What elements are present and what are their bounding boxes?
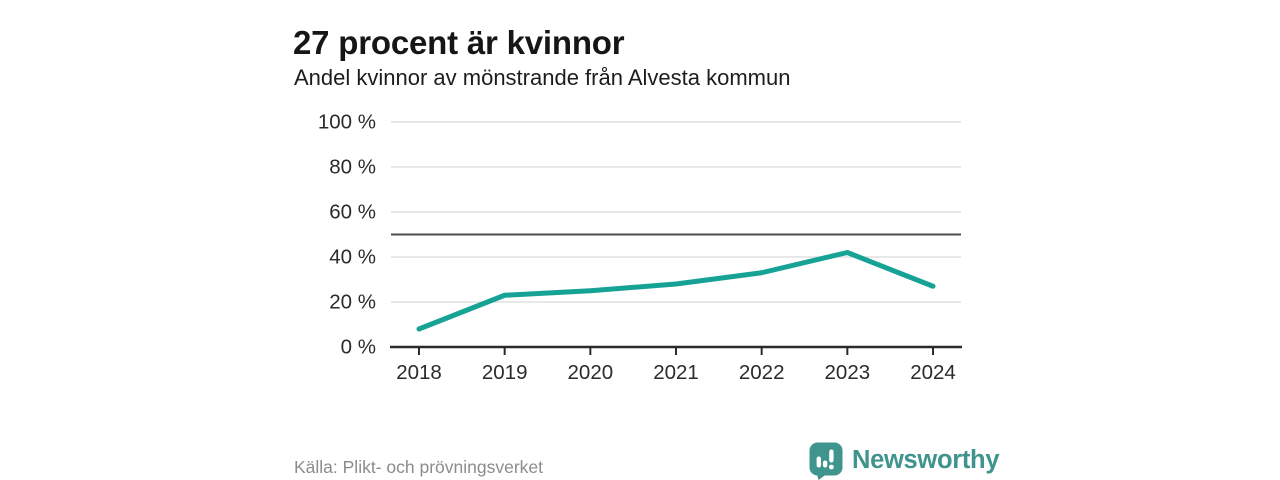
y-tick-label: 0 % (341, 336, 376, 359)
trend-line (416, 250, 936, 332)
source-note: Källa: Plikt- och prövningsverket (294, 457, 543, 477)
newsworthy-logo: Newsworthy (808, 441, 1000, 480)
x-tick-label: 2023 (825, 361, 871, 384)
y-tick-label: 80 % (329, 156, 376, 179)
x-tick-label: 2024 (910, 361, 956, 384)
y-tick-label: 100 % (318, 111, 376, 134)
y-tick-label: 40 % (329, 246, 376, 269)
y-tick-label: 60 % (329, 201, 376, 224)
newsworthy-wordmark: Newsworthy (852, 446, 1000, 474)
chart-subtitle: Andel kvinnor av mönstrande från Alvesta… (294, 65, 791, 90)
bar-chart-speech-bubble-icon (809, 442, 843, 480)
chart-title: 27 procent är kvinnor (293, 24, 625, 62)
x-tick-label: 2020 (568, 361, 614, 384)
y-tick-label: 20 % (329, 291, 376, 314)
x-tick-label: 2018 (396, 361, 442, 384)
x-tick-label: 2019 (482, 361, 528, 384)
x-tick-label: 2022 (739, 361, 785, 384)
x-tick-label: 2021 (653, 361, 699, 384)
